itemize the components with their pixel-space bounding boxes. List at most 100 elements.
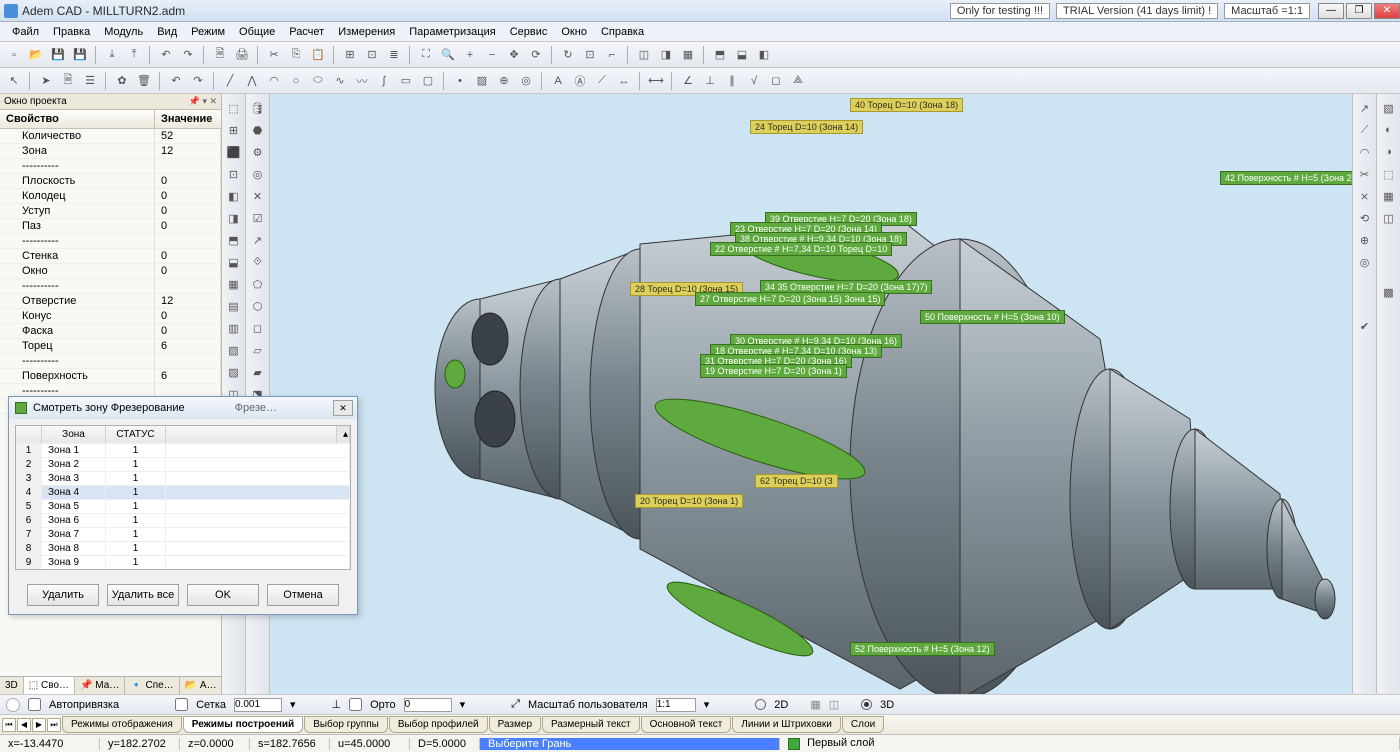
tool-b-icon[interactable]: ⬓ [732, 45, 752, 65]
menu-window[interactable]: Окно [555, 24, 593, 40]
zone-row[interactable]: 2Зона 21 [16, 457, 350, 471]
zone-row[interactable]: 5Зона 51 [16, 499, 350, 513]
ortho-input[interactable] [404, 698, 452, 712]
minimize-button[interactable]: — [1318, 3, 1344, 19]
rtool-c3-icon[interactable]: ◑ [1379, 142, 1399, 162]
dlg-close-icon[interactable]: ✕ [333, 400, 353, 416]
menu-help[interactable]: Справка [595, 24, 650, 40]
menu-view[interactable]: Вид [151, 24, 183, 40]
tool-c-icon[interactable]: ◧ [754, 45, 774, 65]
tab-nav-next-icon[interactable]: ▶ [32, 718, 46, 732]
vtool-b8-icon[interactable]: ⟐ [248, 252, 268, 272]
property-row[interactable]: Количество52 [0, 129, 221, 144]
rtool-8-icon[interactable]: ◎ [1355, 252, 1375, 272]
line-icon[interactable]: ╱ [220, 71, 240, 91]
property-row[interactable]: Поверхность6 [0, 369, 221, 384]
vtool-1-icon[interactable]: ⬚ [224, 98, 244, 118]
grid-checkbox[interactable] [175, 698, 188, 711]
tool-a-icon[interactable]: ⬒ [710, 45, 730, 65]
rtool-c5-icon[interactable]: ▦ [1379, 186, 1399, 206]
vtool-b9-icon[interactable]: ⬠ [248, 274, 268, 294]
spline-icon[interactable]: ∿ [330, 71, 350, 91]
panel-pin-icon[interactable]: 📌 ▾ ✕ [189, 96, 221, 107]
vtool-b12-icon[interactable]: ▱ [248, 340, 268, 360]
vtool-b7-icon[interactable]: ↗ [248, 230, 268, 250]
refresh-icon[interactable]: ↻ [558, 45, 578, 65]
zone-row[interactable]: 7Зона 71 [16, 527, 350, 541]
layers-icon[interactable]: ≣ [384, 45, 404, 65]
new-icon[interactable]: ▫ [4, 45, 24, 65]
print-icon[interactable]: 🖨 [232, 45, 252, 65]
radio-3d[interactable] [861, 699, 872, 710]
ucs-icon[interactable]: ⌐ [602, 45, 622, 65]
save-icon[interactable]: 💾 [48, 45, 68, 65]
rtool-checker-icon[interactable]: ▩ [1379, 282, 1399, 302]
open-icon[interactable]: 📂 [26, 45, 46, 65]
import-icon[interactable]: ⤓ [102, 45, 122, 65]
polyline-icon[interactable]: ⋀ [242, 71, 262, 91]
solid-icon[interactable]: ▦ [678, 45, 698, 65]
tab-materials[interactable]: 📌 Ма… [75, 677, 125, 694]
arc-icon[interactable]: ◠ [264, 71, 284, 91]
list-icon[interactable]: ☰ [80, 71, 100, 91]
vtool-b3-icon[interactable]: ⚙ [248, 142, 268, 162]
vtool-4-icon[interactable]: ⊡ [224, 164, 244, 184]
btab-layers[interactable]: Слои [842, 716, 884, 733]
zone-row[interactable]: 6Зона 61 [16, 513, 350, 527]
btab-group[interactable]: Выбор группы [304, 716, 388, 733]
zoom-in-icon[interactable]: + [460, 45, 480, 65]
btab-profiles[interactable]: Выбор профилей [389, 716, 488, 733]
menu-param[interactable]: Параметризация [403, 24, 501, 40]
cube-icon[interactable]: ◫ [634, 45, 654, 65]
view-icon-1[interactable]: ▦ [810, 698, 820, 711]
grid-icon[interactable]: ⊞ [340, 45, 360, 65]
btab-text[interactable]: Основной текст [641, 716, 732, 733]
menu-edit[interactable]: Правка [47, 24, 96, 40]
property-row[interactable]: ---------- [0, 159, 221, 174]
tab-nav-prev-icon[interactable]: ◀ [17, 718, 31, 732]
angle-icon[interactable]: ∠ [678, 71, 698, 91]
rtool-c4-icon[interactable]: ⬚ [1379, 164, 1399, 184]
property-row[interactable]: ---------- [0, 234, 221, 249]
zone-row[interactable]: 4Зона 41 [16, 485, 350, 499]
rtool-c1-icon[interactable]: ▧ [1379, 98, 1399, 118]
property-row[interactable]: Стенка0 [0, 249, 221, 264]
pointer-icon[interactable]: ➤ [36, 71, 56, 91]
vtool-b11-icon[interactable]: ◻ [248, 318, 268, 338]
redo-icon[interactable]: ↷ [178, 45, 198, 65]
view-icon-2[interactable]: ◫ [829, 698, 839, 711]
btab-display[interactable]: Режимы отображения [62, 716, 182, 733]
surface-icon[interactable]: √ [744, 71, 764, 91]
property-row[interactable]: Зона12 [0, 144, 221, 159]
parallel-icon[interactable]: ∥ [722, 71, 742, 91]
property-row[interactable]: ---------- [0, 279, 221, 294]
tab-archive[interactable]: 📂 А… [180, 677, 223, 694]
autosnap-checkbox[interactable] [28, 698, 41, 711]
rrect-icon[interactable]: ▢ [418, 71, 438, 91]
text-icon[interactable]: A [548, 71, 568, 91]
cross-icon[interactable]: ⊕ [494, 71, 514, 91]
vtool-7-icon[interactable]: ⬒ [224, 230, 244, 250]
menu-service[interactable]: Сервис [504, 24, 554, 40]
vtool-13-icon[interactable]: ▨ [224, 362, 244, 382]
perp-icon[interactable]: ⊥ [700, 71, 720, 91]
print-preview-icon[interactable]: 🗎 [210, 45, 230, 65]
property-row[interactable]: Конус0 [0, 309, 221, 324]
doc-icon[interactable]: 🗎 [58, 71, 78, 91]
menu-mode[interactable]: Режим [185, 24, 231, 40]
rtool-4-icon[interactable]: ✂ [1355, 164, 1375, 184]
property-row[interactable]: Колодец0 [0, 189, 221, 204]
tab-properties[interactable]: ⬚ Сво… [24, 677, 75, 694]
rtool-2-icon[interactable]: ⟋ [1355, 120, 1375, 140]
rtool-5-icon[interactable]: ⨯ [1355, 186, 1375, 206]
menu-general[interactable]: Общие [233, 24, 281, 40]
scroll-up-icon[interactable]: ▴ [337, 426, 350, 443]
weld-icon[interactable]: ⟁ [788, 71, 808, 91]
bezier-icon[interactable]: ∫ [374, 71, 394, 91]
vtool-3-icon[interactable]: ⬛ [224, 142, 244, 162]
rtool-3-icon[interactable]: ◠ [1355, 142, 1375, 162]
ellipse-icon[interactable]: ⬭ [308, 71, 328, 91]
ortho-checkbox[interactable] [349, 698, 362, 711]
dim-icon[interactable]: ↔ [614, 71, 634, 91]
zone-row[interactable]: 3Зона 31 [16, 471, 350, 485]
